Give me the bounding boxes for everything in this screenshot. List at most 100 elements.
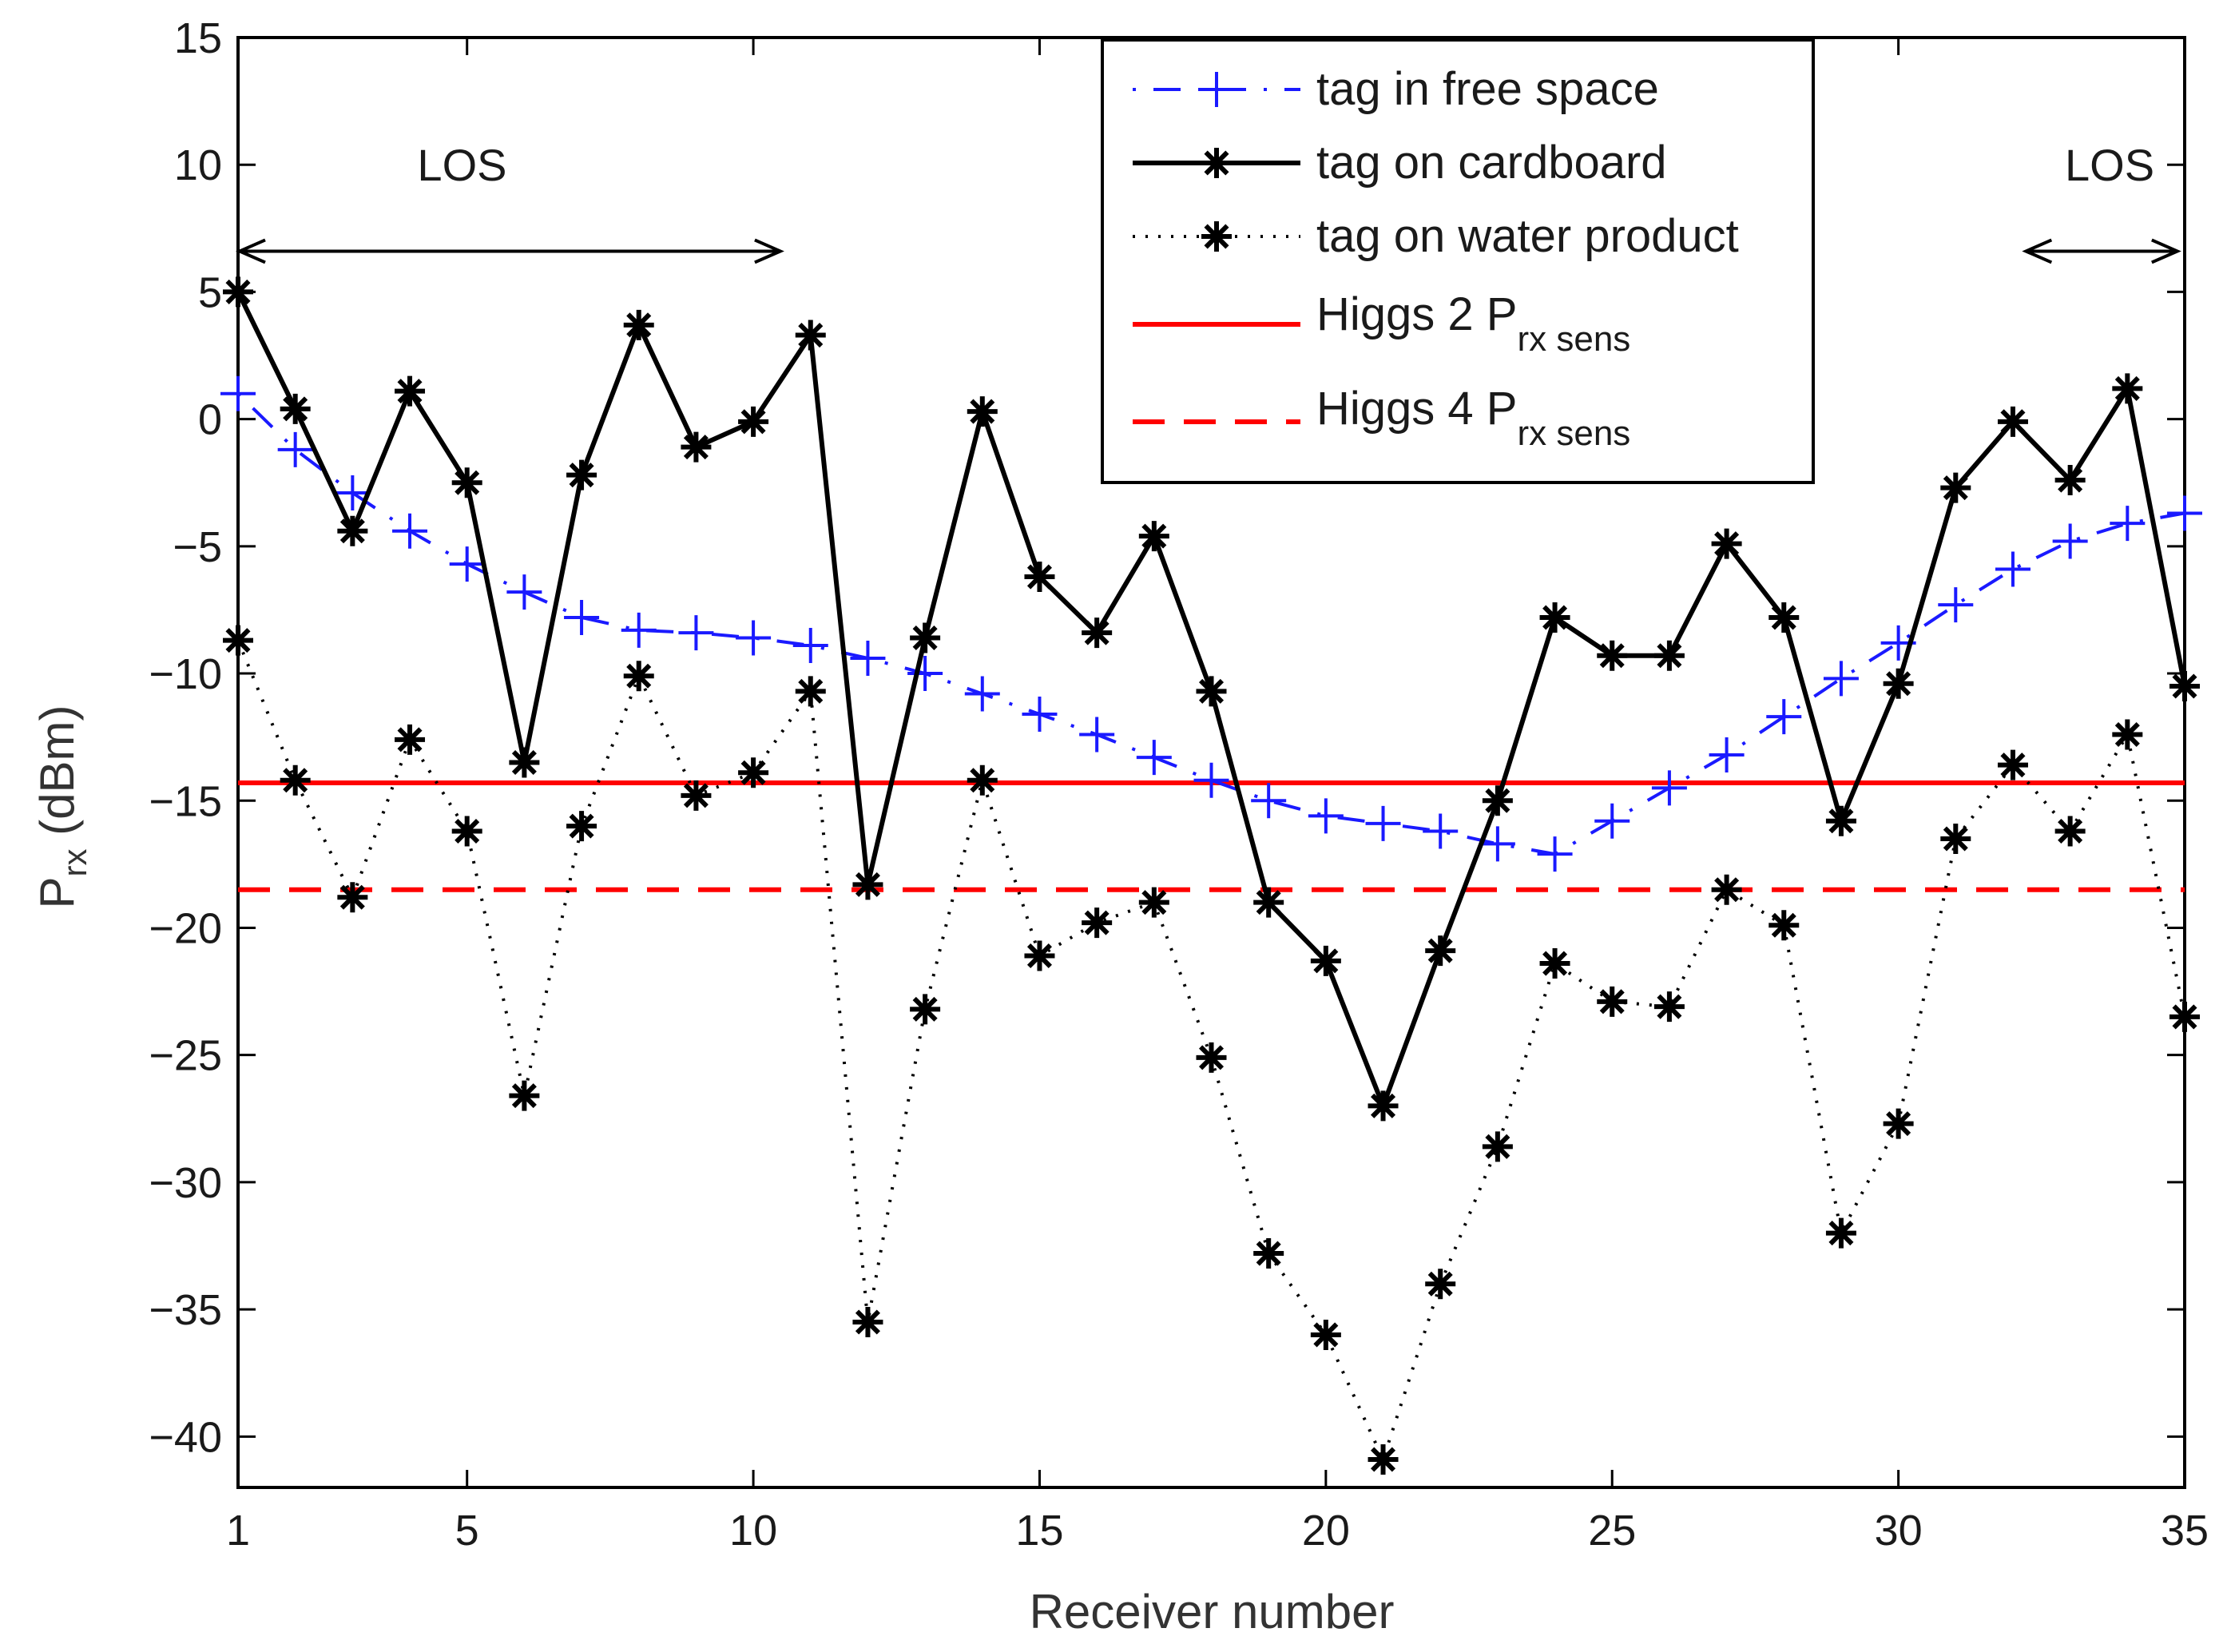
data-point bbox=[1138, 521, 1169, 552]
los-arrow-head-right bbox=[2151, 238, 2181, 264]
data-point bbox=[1193, 762, 1229, 798]
y-axis-title-sub: rx bbox=[56, 848, 93, 876]
y-axis-title-unit: (dBm) bbox=[30, 705, 84, 848]
data-point bbox=[1768, 602, 1800, 633]
data-point bbox=[2112, 719, 2143, 750]
data-point bbox=[2052, 523, 2088, 559]
data-point bbox=[2112, 373, 2143, 404]
data-point bbox=[1768, 910, 1800, 941]
plot-frame bbox=[236, 36, 2186, 1489]
data-point bbox=[2169, 670, 2200, 701]
legend-sample-marker bbox=[1199, 72, 1234, 107]
los-annotation-2: LOS bbox=[2022, 140, 2181, 264]
data-point bbox=[1940, 472, 1971, 503]
data-point bbox=[681, 431, 712, 463]
data-point bbox=[1425, 1269, 1456, 1300]
x-tick-label: 10 bbox=[729, 1507, 777, 1555]
data-point bbox=[852, 869, 883, 900]
data-point bbox=[509, 747, 540, 778]
data-point bbox=[1368, 1090, 1399, 1122]
data-point bbox=[1995, 551, 2030, 587]
data-point bbox=[1537, 836, 1573, 872]
data-point bbox=[1825, 1217, 1856, 1249]
data-point bbox=[1709, 737, 1745, 772]
los-arrow-head-right bbox=[754, 238, 784, 264]
data-point bbox=[1479, 826, 1515, 862]
y-tick-label: −30 bbox=[149, 1159, 222, 1207]
legend-samples bbox=[1133, 72, 1300, 424]
legend-label-free-space: tag in free space bbox=[1316, 63, 1659, 115]
data-point bbox=[623, 309, 654, 340]
y-tick-label: 5 bbox=[198, 268, 222, 316]
data-point bbox=[509, 1080, 540, 1111]
data-point bbox=[2110, 506, 2146, 542]
data-point bbox=[681, 780, 712, 811]
data-point bbox=[2054, 465, 2086, 496]
series-tag-on-cardboard bbox=[223, 276, 2200, 1122]
data-point bbox=[1997, 749, 2028, 780]
legend-sample-marker bbox=[1201, 221, 1232, 252]
y-tick-label: −25 bbox=[149, 1032, 222, 1080]
x-tick-label: 1 bbox=[226, 1507, 250, 1555]
y-tick-label: −10 bbox=[149, 650, 222, 698]
data-point bbox=[1940, 824, 1971, 855]
data-point bbox=[506, 574, 542, 610]
data-point bbox=[964, 676, 1000, 712]
x-tick-label: 35 bbox=[2161, 1507, 2209, 1555]
x-tick-label: 5 bbox=[455, 1507, 479, 1555]
data-point bbox=[621, 612, 657, 648]
data-point bbox=[850, 640, 886, 676]
legend-label-higgs4-base: Higgs 4 P bbox=[1316, 383, 1517, 435]
data-point bbox=[564, 600, 600, 635]
x-axis-title: Receiver number bbox=[1030, 1585, 1395, 1638]
legend-label-higgs2-sub: rx sens bbox=[1517, 320, 1630, 359]
x-tick-label: 30 bbox=[1875, 1507, 1923, 1555]
los-arrow-head-left bbox=[236, 238, 266, 264]
data-point bbox=[1082, 907, 1113, 939]
data-point bbox=[1423, 813, 1459, 849]
legend-box bbox=[1101, 38, 1815, 484]
data-point bbox=[1938, 587, 1974, 623]
y-tick-label: −40 bbox=[149, 1413, 222, 1461]
x-tick-label: 20 bbox=[1302, 1507, 1350, 1555]
data-point bbox=[967, 764, 998, 796]
data-point bbox=[451, 816, 482, 847]
legend-label-cardboard: tag on cardboard bbox=[1316, 137, 1667, 189]
annotations: LOS LOS bbox=[236, 140, 2181, 264]
series-tag-on-water-product bbox=[223, 625, 2200, 1475]
data-point bbox=[1482, 785, 1513, 816]
legend-label-water-product: tag on water product bbox=[1316, 210, 1739, 262]
data-point bbox=[1597, 640, 1628, 671]
y-tick-label: −5 bbox=[173, 523, 222, 571]
axes: 1 5 10 15 20 25 30 35151050−5−10−15−20−25−30−35… bbox=[149, 14, 2209, 1555]
data-point bbox=[678, 615, 714, 651]
data-point bbox=[1022, 697, 1058, 732]
data-point bbox=[1082, 618, 1113, 649]
data-point bbox=[1196, 676, 1227, 707]
data-point bbox=[1823, 661, 1859, 697]
data-point bbox=[1766, 699, 1802, 735]
data-point bbox=[738, 406, 769, 437]
y-tick-label: 15 bbox=[174, 14, 222, 62]
y-tick-label: 10 bbox=[174, 141, 222, 189]
data-point bbox=[1310, 945, 1341, 976]
data-point bbox=[280, 393, 311, 424]
x-tick-label: 15 bbox=[1015, 1507, 1063, 1555]
data-point bbox=[795, 320, 826, 351]
data-point bbox=[1368, 1444, 1399, 1475]
data-point bbox=[449, 546, 485, 582]
series-tag-in-free-space bbox=[220, 375, 2202, 872]
data-point bbox=[1251, 783, 1287, 819]
data-point bbox=[451, 467, 482, 498]
data-point bbox=[1711, 874, 1742, 905]
data-point bbox=[1653, 640, 1685, 671]
data-point bbox=[795, 676, 826, 707]
data-point bbox=[280, 764, 311, 796]
data-point bbox=[910, 622, 941, 653]
data-point bbox=[967, 396, 998, 427]
data-point bbox=[1997, 406, 2028, 437]
y-tick-label: −15 bbox=[149, 777, 222, 825]
y-tick-label: −35 bbox=[149, 1286, 222, 1334]
data-point bbox=[910, 994, 941, 1025]
data-point bbox=[1253, 1238, 1284, 1269]
